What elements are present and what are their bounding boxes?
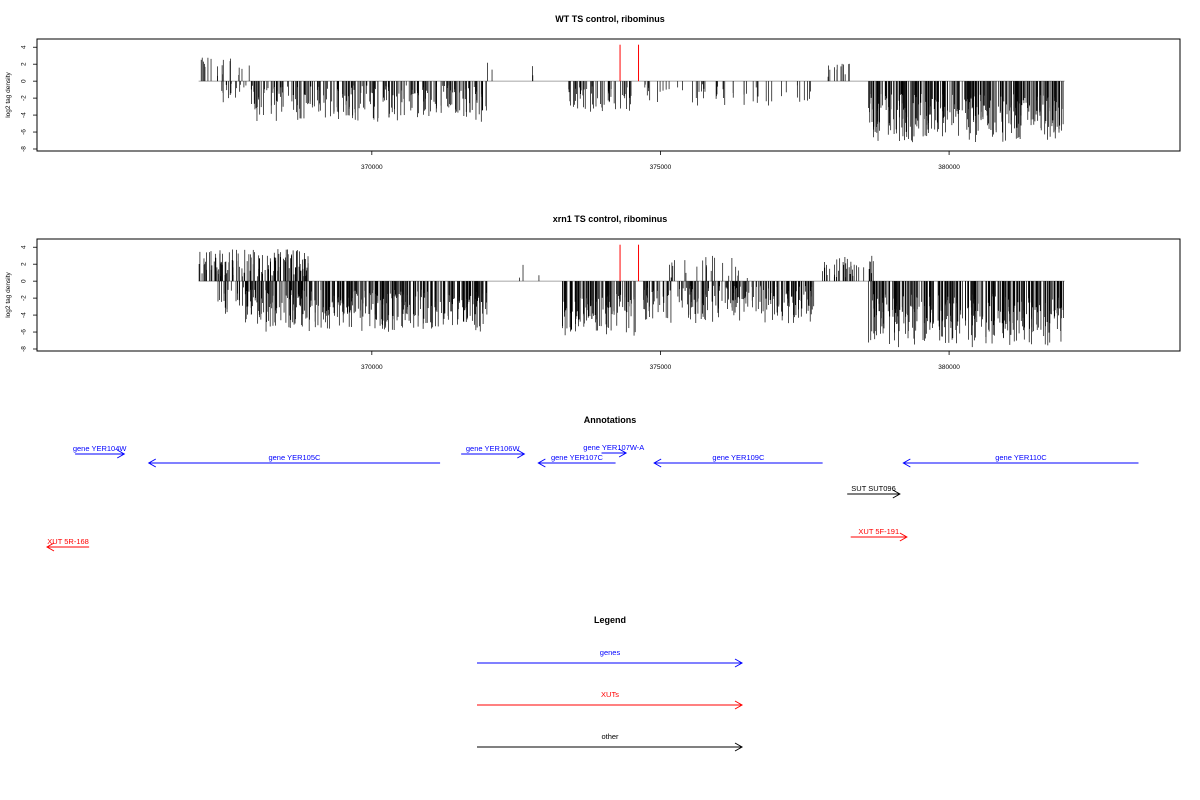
- feature-arrow-head: [653, 458, 662, 468]
- wt-density-bars: [198, 44, 1065, 143]
- y-tick-label: 0: [21, 279, 28, 283]
- xrn1-panel-title: xrn1 TS control, ribominus: [553, 214, 668, 224]
- annotation-feature: XUT 5F-191: [850, 527, 908, 542]
- legend-entry: XUTs: [477, 690, 744, 710]
- annotation-feature: SUT SUT096: [847, 484, 901, 499]
- y-tick-label: 4: [21, 245, 28, 249]
- feature-label: gene YER106W: [466, 444, 521, 453]
- feature-arrow-head: [116, 449, 126, 459]
- wt-density-panel: WT TS control, ribominus 4 2 0 -2 -4 -6 -8 370…: [5, 14, 1181, 171]
- y-tick-label: 2: [21, 62, 28, 66]
- y-tick-label: -6: [21, 129, 28, 135]
- legend-title: Legend: [594, 615, 626, 625]
- x-tick-label: 380000: [938, 364, 960, 371]
- feature-label: gene YER107W-A: [583, 443, 644, 452]
- legend-arrow-head: [734, 700, 744, 710]
- x-tick-label: 380000: [938, 164, 960, 171]
- annotation-feature: gene YER109C: [653, 453, 823, 468]
- legend-entry: other: [477, 732, 744, 752]
- legend-arrow-head: [734, 742, 744, 752]
- x-tick-label: 375000: [650, 164, 672, 171]
- feature-arrow-head: [618, 448, 628, 458]
- annotation-feature: gene YER107W-A: [583, 443, 644, 458]
- annotation-feature: XUT 5R-168: [46, 537, 90, 552]
- x-tick-label: 375000: [650, 364, 672, 371]
- feature-arrow-head: [902, 458, 911, 468]
- feature-label: gene YER107C: [551, 453, 604, 462]
- legend-label: XUTs: [601, 690, 619, 699]
- annotation-feature: gene YER106W: [461, 444, 526, 459]
- wt-y-axis-label: log2 tag density: [5, 71, 12, 117]
- annotation-features: gene YER104W gene YER105C gene YER106W gene…: [46, 443, 1139, 552]
- legend-entries: genes XUTs other: [477, 648, 744, 752]
- y-tick-label: 2: [21, 262, 28, 266]
- y-tick-label: -8: [21, 346, 28, 352]
- annotation-feature: gene YER107C: [537, 453, 616, 468]
- wt-x-axis: 370000 375000 380000: [361, 150, 960, 171]
- wt-panel-title: WT TS control, ribominus: [555, 14, 665, 24]
- x-tick-label: 370000: [361, 364, 383, 371]
- xrn1-density-panel: xrn1 TS control, ribominus 4 2 0 -2 -4 -6 -8 3…: [5, 214, 1181, 371]
- y-tick-label: -6: [21, 329, 28, 335]
- legend-label: other: [601, 732, 619, 741]
- legend-label: genes: [600, 648, 621, 657]
- xrn1-x-axis: 370000 375000 380000: [361, 350, 960, 371]
- y-tick-label: -4: [21, 112, 28, 118]
- y-tick-label: -8: [21, 146, 28, 152]
- y-tick-label: 0: [21, 79, 28, 83]
- annotations-title: Annotations: [584, 415, 637, 425]
- xrn1-y-axis: 4 2 0 -2 -4 -6 -8: [21, 245, 38, 352]
- y-tick-label: -2: [21, 295, 28, 301]
- wt-y-axis: 4 2 0 -2 -4 -6 -8: [21, 45, 38, 152]
- xrn1-density-bars: [198, 244, 1065, 348]
- annotation-feature: gene YER105C: [147, 453, 441, 468]
- feature-label: gene YER109C: [712, 453, 765, 462]
- annotation-feature: gene YER110C: [902, 453, 1139, 468]
- feature-arrow-head: [517, 449, 526, 459]
- y-tick-label: -2: [21, 95, 28, 101]
- annotation-feature: gene YER104W: [73, 444, 128, 459]
- legend-entry: genes: [477, 648, 744, 668]
- feature-label: SUT SUT096: [851, 484, 895, 493]
- legend-arrow-head: [734, 658, 744, 668]
- feature-arrow-head: [46, 542, 55, 552]
- feature-label: XUT 5R-168: [47, 537, 89, 546]
- feature-arrow-head: [892, 489, 901, 499]
- x-tick-label: 370000: [361, 164, 383, 171]
- y-tick-label: -4: [21, 312, 28, 318]
- feature-arrow-head: [537, 458, 546, 468]
- feature-label: gene YER110C: [995, 453, 1047, 462]
- feature-label: XUT 5F-191: [858, 527, 899, 536]
- feature-label: gene YER105C: [268, 453, 321, 462]
- y-tick-label: 4: [21, 45, 28, 49]
- feature-label: gene YER104W: [73, 444, 128, 453]
- xrn1-y-axis-label: log2 tag density: [5, 271, 12, 317]
- feature-arrow-head: [899, 532, 908, 542]
- feature-arrow-head: [147, 458, 157, 468]
- legend: Legend genes XUTs other: [477, 615, 744, 752]
